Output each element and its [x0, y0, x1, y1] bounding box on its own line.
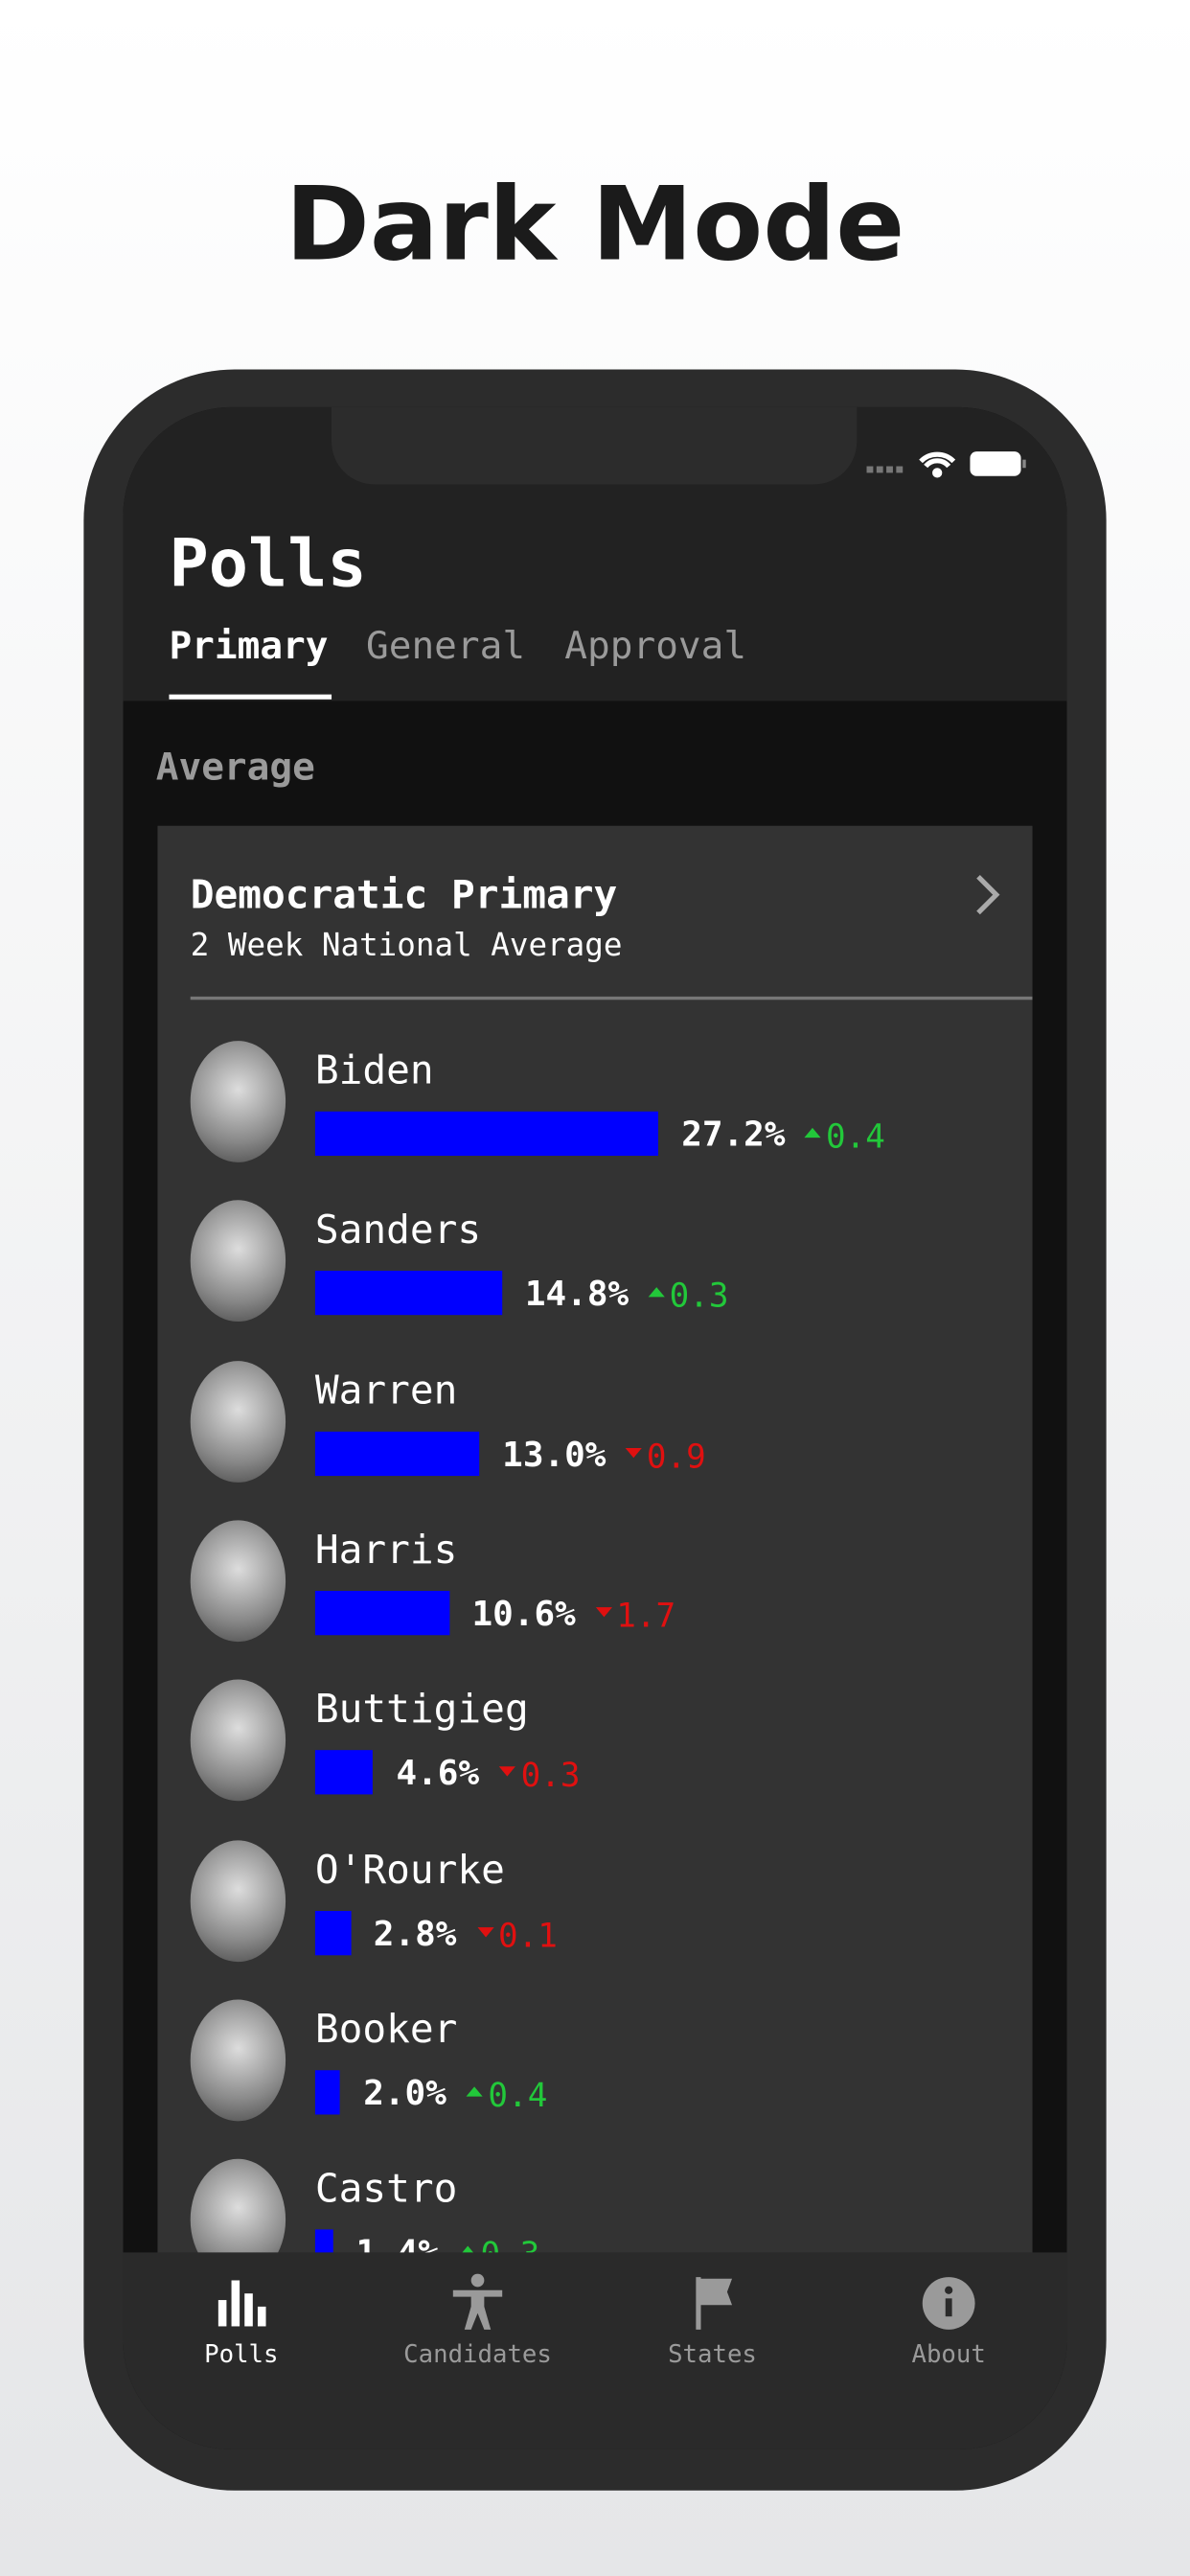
candidate-name: O'Rourke — [314, 1846, 505, 1893]
nav-item[interactable]: Candidates — [379, 2252, 577, 2450]
share-label: 10.6% — [471, 1594, 576, 1634]
candidate-photo — [190, 1360, 286, 1483]
candidate-name: Biden — [314, 1046, 434, 1093]
candidate-photo — [190, 1041, 286, 1162]
bar — [314, 1910, 351, 1955]
card-subtitle: 2 Week National Average — [190, 927, 623, 964]
candidate-name: Warren — [314, 1367, 458, 1414]
share-label: 4.6% — [396, 1753, 480, 1794]
page-title: Dark Mode — [285, 164, 905, 285]
change-label: 0.4 — [488, 2075, 548, 2115]
tab-bar: Polls Candidates States About — [123, 2252, 1067, 2450]
tab[interactable]: General — [366, 625, 526, 669]
candidate-name: Booker — [314, 2006, 458, 2053]
nav-icon — [696, 2277, 733, 2330]
screen-title: Polls — [169, 526, 367, 603]
bar — [314, 1271, 502, 1316]
change-label: 0.1 — [497, 1915, 558, 1955]
share-label: 14.8% — [524, 1274, 629, 1314]
trend-arrow — [476, 1926, 493, 1937]
trend-arrow — [459, 2245, 476, 2256]
nav-item[interactable]: Polls — [143, 2252, 340, 2450]
change-label: 0.3 — [669, 1276, 729, 1316]
share-label: 27.2% — [681, 1115, 786, 1155]
candidate-photo — [190, 1679, 286, 1802]
status-icons — [866, 451, 1026, 478]
trend-arrow — [648, 1287, 665, 1298]
candidate-name: Buttigieg — [314, 1686, 529, 1733]
candidate-name: Sanders — [314, 1207, 482, 1254]
candidate-name: Harris — [314, 1526, 458, 1573]
nav-item[interactable]: States — [614, 2252, 812, 2450]
trend-arrow — [594, 1606, 612, 1618]
nav-label: Polls — [204, 2339, 279, 2370]
section-title: Average — [155, 747, 315, 791]
candidate-photo — [190, 1520, 286, 1642]
bar — [314, 1431, 480, 1476]
trend-arrow — [804, 1127, 821, 1138]
nav-label: Candidates — [403, 2339, 552, 2370]
change-label: 0.3 — [520, 1755, 581, 1795]
bar — [314, 1590, 449, 1636]
tab-underline — [169, 694, 332, 700]
divider — [190, 996, 1033, 1000]
card-title: Democratic Primary — [190, 871, 618, 918]
trend-arrow — [467, 2086, 484, 2097]
bar — [314, 1750, 374, 1795]
nav-label: About — [911, 2339, 986, 2370]
nav-icon — [217, 2280, 266, 2327]
share-label: 2.0% — [363, 2073, 446, 2113]
nav-item[interactable]: About — [850, 2252, 1047, 2450]
candidate-photo — [190, 1839, 286, 1962]
chevron — [976, 874, 1000, 915]
change-label: 0.9 — [646, 1436, 706, 1476]
card[interactable]: Democratic Primary 2 Week National Avera… — [157, 825, 1033, 2304]
tab[interactable]: Primary — [169, 625, 329, 669]
nav-icon — [922, 2277, 975, 2330]
bar — [314, 1111, 659, 1157]
candidate-photo — [190, 1200, 286, 1322]
tab[interactable]: Approval — [564, 625, 747, 669]
change-label: 0.4 — [825, 1116, 885, 1157]
share-label: 2.8% — [373, 1913, 457, 1953]
screen: Polls Average Democratic Primary 2 Week … — [123, 406, 1067, 2450]
trend-arrow — [499, 1766, 516, 1777]
nav-icon — [452, 2273, 503, 2330]
candidate-name: Castro — [314, 2165, 458, 2212]
notch — [332, 406, 858, 485]
nav-label: States — [668, 2339, 757, 2370]
candidate-photo — [190, 1999, 286, 2121]
bar — [314, 2069, 341, 2115]
change-label: 1.7 — [616, 1595, 676, 1636]
trend-arrow — [625, 1447, 642, 1458]
share-label: 13.0% — [502, 1434, 606, 1474]
